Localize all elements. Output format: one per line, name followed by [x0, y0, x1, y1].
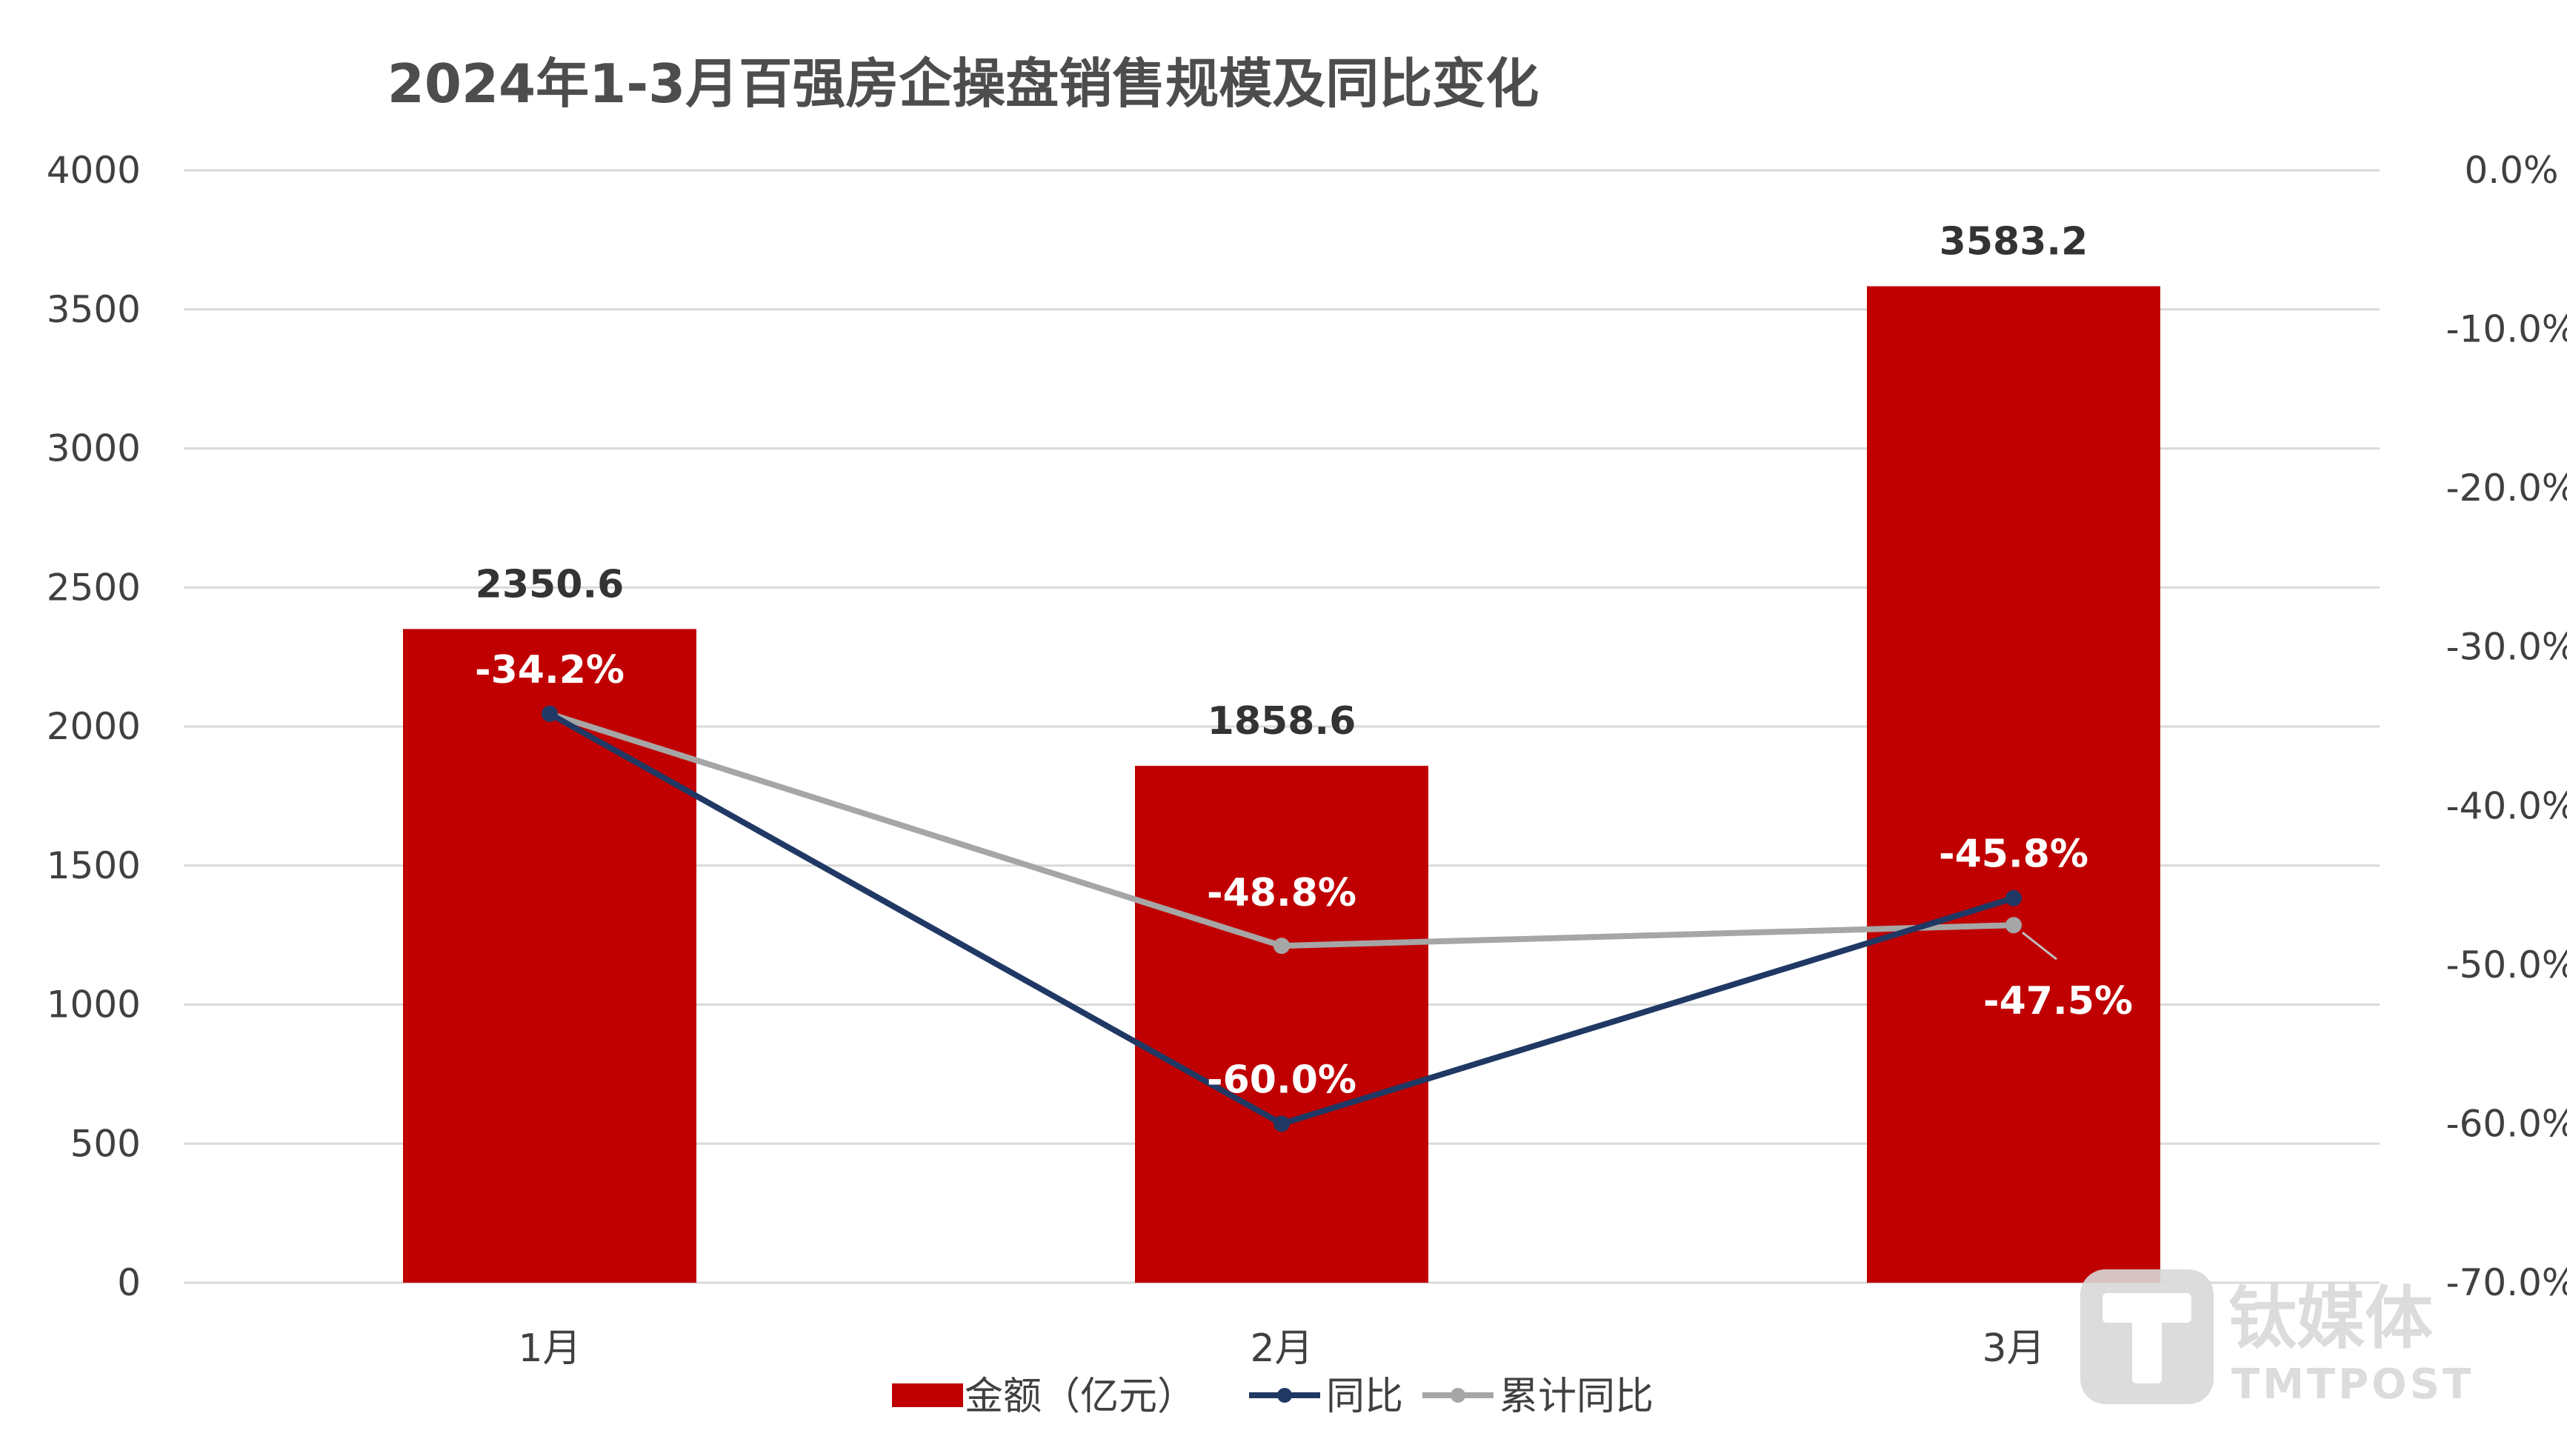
right-tick-label: -50.0% — [2446, 944, 2567, 986]
right-tick-label: -20.0% — [2446, 467, 2567, 510]
cumulative-yoy-value-label: -47.5% — [1983, 979, 2133, 1023]
bar[interactable] — [1135, 766, 1428, 1283]
bar[interactable] — [1867, 286, 2160, 1283]
legend-swatch-bar[interactable] — [892, 1383, 963, 1407]
category-label: 3月 — [1982, 1326, 2045, 1371]
cumulative-yoy-point[interactable] — [1273, 938, 1290, 955]
right-tick-label: 0.0% — [2464, 149, 2558, 192]
left-tick-label: 1000 — [47, 984, 141, 1026]
bar-value-label: 1858.6 — [1208, 699, 1356, 744]
legend-marker-yoy — [1277, 1388, 1292, 1403]
left-tick-label: 500 — [70, 1122, 141, 1165]
data-labels: 2350.6 1858.6 3583.2 -34.2% -60.0% -45.8% -48.… — [475, 220, 2133, 1103]
right-axis: -70.0% -60.0% -50.0% -40.0% -30.0% -20.0% -10.… — [2446, 149, 2567, 1304]
left-tick-label: 0 — [117, 1261, 141, 1304]
legend-label-cumulative[interactable]: 累计同比 — [1499, 1375, 1654, 1419]
logo-icon-stem — [2132, 1293, 2162, 1383]
legend-label-yoy[interactable]: 同比 — [1326, 1375, 1403, 1419]
category-label: 1月 — [518, 1326, 581, 1371]
yoy-value-label: -60.0% — [1207, 1058, 1356, 1102]
yoy-value-label: -45.8% — [1939, 832, 2088, 877]
right-tick-label: -10.0% — [2446, 308, 2567, 351]
left-tick-label: 3500 — [47, 288, 141, 331]
watermark-brand-en: TMTPOST — [2231, 1360, 2474, 1409]
bar[interactable] — [403, 629, 696, 1283]
watermark-brand: 钛媒体 — [2228, 1279, 2433, 1358]
yoy-point[interactable] — [542, 705, 558, 722]
right-tick-label: -70.0% — [2446, 1261, 2567, 1304]
left-axis: 0 500 1000 1500 2000 2500 3000 3500 4000 — [47, 149, 141, 1304]
bar-value-label: 2350.6 — [476, 562, 625, 607]
category-axis: 1月 2月 3月 — [518, 1326, 2045, 1371]
yoy-point[interactable] — [2005, 889, 2022, 906]
right-tick-label: -60.0% — [2446, 1102, 2567, 1145]
left-tick-label: 2000 — [47, 705, 141, 748]
yoy-value-label: -34.2% — [475, 648, 625, 692]
right-tick-label: -30.0% — [2446, 626, 2567, 669]
bar-value-label: 3583.2 — [1940, 220, 2088, 264]
line-series — [542, 705, 2057, 1132]
left-tick-label: 2500 — [47, 566, 141, 609]
left-tick-label: 1500 — [47, 844, 141, 887]
cumulative-yoy-point[interactable] — [2005, 917, 2022, 934]
right-tick-label: -40.0% — [2446, 784, 2567, 827]
label-leader-line — [2022, 932, 2057, 961]
chart-title: 2024年1-3月百强房企操盘销售规模及同比变化 — [387, 53, 1539, 115]
legend-label-amount[interactable]: 金额（亿元） — [965, 1375, 1196, 1419]
legend[interactable]: 金额（亿元） 同比 累计同比 — [892, 1375, 1654, 1419]
cumulative-yoy-value-label: -48.8% — [1207, 871, 1356, 915]
legend-marker-cumulative — [1451, 1388, 1465, 1403]
yoy-point[interactable] — [1273, 1115, 1290, 1132]
left-tick-label: 4000 — [47, 149, 141, 192]
category-label: 2月 — [1250, 1326, 1313, 1371]
bar-series — [403, 286, 2160, 1283]
left-tick-label: 3000 — [47, 427, 141, 470]
